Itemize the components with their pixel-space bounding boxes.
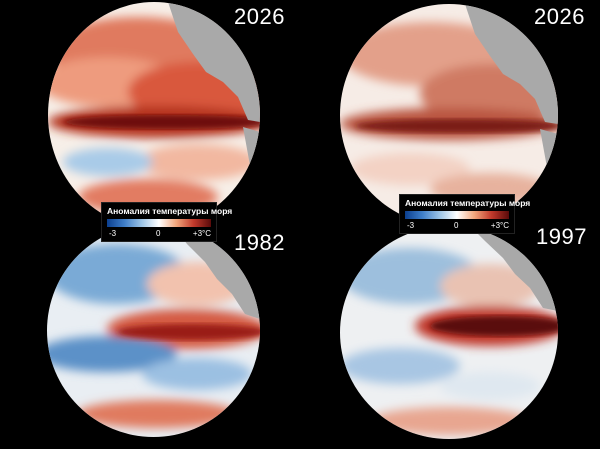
sea-anomaly-map [340, 226, 558, 439]
color-legend-left: Аномалия температуры моря -3 0 +3°C [101, 202, 233, 242]
legend-ticks: -3 0 +3°C [107, 229, 211, 239]
year-label-bottom-left: 1982 [234, 230, 285, 255]
globe-bottom-left [47, 224, 260, 437]
year-label-top-left: 2026 [234, 4, 285, 29]
sea-anomaly-map [340, 4, 558, 226]
legend-color-bar [107, 219, 211, 227]
year-label-bottom-right: 1997 [536, 224, 587, 249]
legend-color-bar [405, 211, 509, 219]
year-label-top-right: 2026 [534, 4, 585, 29]
legend-min-label: -3 [109, 229, 117, 238]
globe-bottom-right [340, 226, 558, 439]
land-south-america [540, 129, 558, 226]
sea-anomaly-map [48, 2, 260, 228]
legend-max-label: +3°C [192, 229, 211, 238]
legend-mid-label: 0 [454, 221, 459, 230]
color-legend-right: Аномалия температуры моря -3 0 +3°C [399, 194, 531, 234]
legend-min-label: -3 [407, 221, 415, 230]
legend-max-label: +3°C [490, 221, 509, 230]
legend-ticks: -3 0 +3°C [405, 221, 509, 231]
legend-title: Аномалия температуры моря [405, 198, 531, 208]
legend-mid-label: 0 [156, 229, 161, 238]
globe-top-left [48, 2, 260, 228]
sea-anomaly-map [47, 224, 260, 437]
globe-top-right [340, 4, 558, 226]
legend-title: Аномалия температуры моря [107, 206, 233, 216]
